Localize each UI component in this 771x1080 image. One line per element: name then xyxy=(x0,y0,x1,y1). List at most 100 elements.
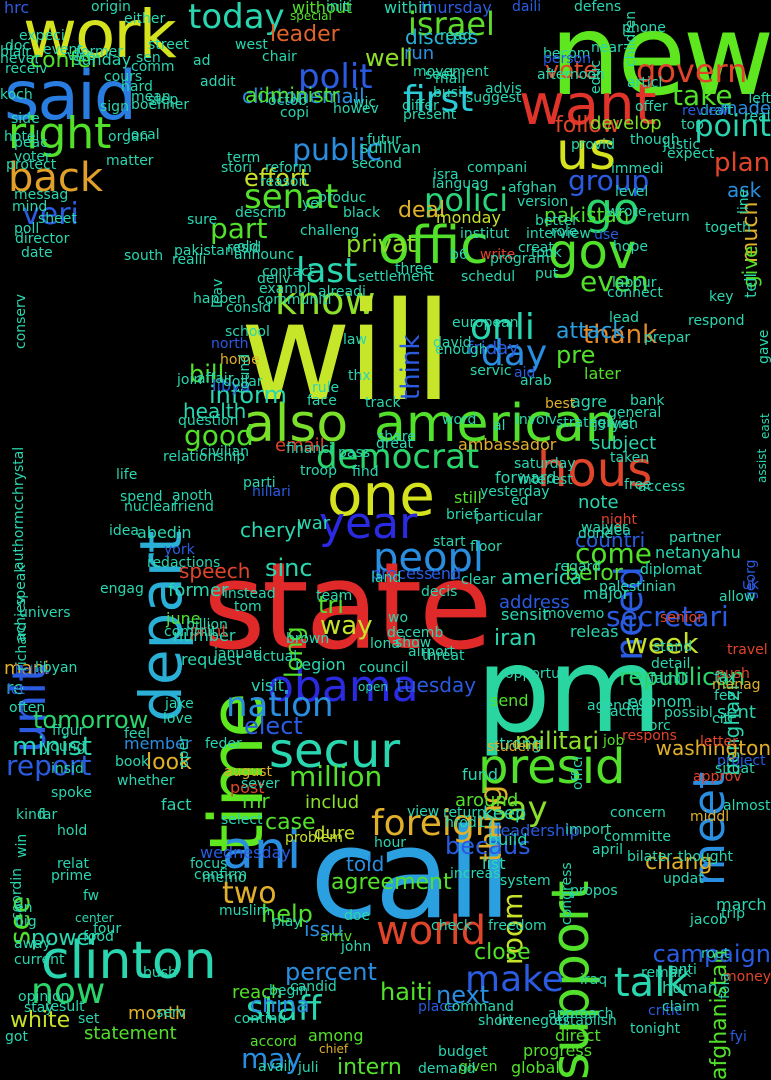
cloud-word: good xyxy=(184,419,254,452)
cloud-word: compani xyxy=(467,160,528,176)
cloud-word: law xyxy=(343,332,367,348)
cloud-word: thought xyxy=(678,849,734,865)
cloud-word: north xyxy=(211,336,249,352)
cloud-word: join xyxy=(177,372,203,388)
cloud-word: sinc xyxy=(265,554,313,582)
cloud-word: process xyxy=(371,564,433,583)
cloud-word: win xyxy=(14,833,30,859)
cloud-word: hotel xyxy=(4,129,40,145)
cloud-word: sunday xyxy=(73,50,132,69)
cloud-word: love xyxy=(163,711,193,727)
cloud-word: york xyxy=(164,542,195,558)
cloud-word: libyan xyxy=(35,660,78,676)
cloud-word: updat xyxy=(663,871,704,887)
cloud-word: statement xyxy=(84,1023,177,1044)
cloud-word: messag xyxy=(14,187,69,203)
cloud-word: term xyxy=(227,150,261,166)
cloud-word: current xyxy=(14,952,65,968)
cloud-word: march xyxy=(716,895,767,914)
cloud-word: number xyxy=(173,626,236,645)
cloud-word: doe xyxy=(344,908,371,924)
cloud-word: yet xyxy=(612,417,635,433)
cloud-word: white xyxy=(10,1008,71,1033)
cloud-word: result xyxy=(45,999,85,1015)
cloud-word: forward xyxy=(495,468,557,487)
cloud-word: next xyxy=(436,981,490,1009)
cloud-word: friday xyxy=(467,338,519,359)
cloud-word: floor xyxy=(470,539,502,555)
cloud-word: peopl xyxy=(373,535,484,581)
cloud-word: ani xyxy=(222,821,302,881)
cloud-word: spend xyxy=(120,489,163,505)
cloud-word: aid xyxy=(514,365,536,381)
cloud-word: tomorrow xyxy=(33,706,149,734)
cloud-word: system xyxy=(500,873,551,889)
cloud-word: voter xyxy=(14,149,51,165)
cloud-word: south xyxy=(124,248,164,264)
cloud-word: presid xyxy=(478,739,626,795)
cloud-word: china xyxy=(250,993,310,1018)
cloud-word: sever xyxy=(241,776,280,792)
cloud-word: billion xyxy=(186,617,228,633)
cloud-word: wjc xyxy=(353,95,377,111)
cloud-word: june xyxy=(166,609,201,628)
cloud-word: suggest xyxy=(466,90,522,106)
cloud-word: intern xyxy=(337,1055,402,1080)
cloud-word: strategi xyxy=(556,415,610,431)
cloud-word: best xyxy=(545,396,576,412)
cloud-word: obama xyxy=(267,661,419,712)
cloud-word: made xyxy=(719,98,771,119)
cloud-word: daili xyxy=(512,0,542,15)
cloud-word: abedin xyxy=(137,523,192,542)
cloud-word: today xyxy=(188,0,285,37)
cloud-word: blair xyxy=(0,44,32,60)
cloud-word: tuesday xyxy=(396,673,477,697)
cloud-word: affair xyxy=(197,371,234,387)
cloud-word: cheryl xyxy=(240,518,302,542)
cloud-word: john xyxy=(341,939,372,955)
cloud-word: involv xyxy=(515,412,557,428)
cloud-word: post xyxy=(230,778,265,797)
cloud-word: prime xyxy=(51,868,92,884)
cloud-word: wednesday xyxy=(200,843,291,862)
cloud-word: attack xyxy=(556,319,626,344)
cloud-word: focus xyxy=(190,856,228,872)
cloud-word: public xyxy=(292,133,383,168)
cloud-word: hold xyxy=(57,823,88,839)
cloud-word: middl xyxy=(690,809,730,825)
cloud-word: agre xyxy=(571,392,608,411)
cloud-word: council xyxy=(359,660,409,676)
cloud-word: relationship xyxy=(163,449,246,465)
cloud-word: later xyxy=(584,364,621,383)
cloud-word: back xyxy=(8,155,104,201)
cloud-word: among xyxy=(308,1026,364,1045)
cloud-word: jewish xyxy=(594,416,639,432)
cloud-word: power xyxy=(31,926,99,951)
cloud-word: day xyxy=(481,333,548,374)
cloud-word: note xyxy=(578,492,619,513)
cloud-word: particular xyxy=(475,509,543,525)
cloud-word: plan xyxy=(714,148,771,178)
cloud-word: local xyxy=(127,127,160,143)
cloud-word: diplomat xyxy=(640,562,702,578)
cloud-word: minist xyxy=(12,732,92,762)
cloud-word: write xyxy=(480,247,516,263)
cloud-word: movemo xyxy=(543,606,605,622)
cloud-word: help xyxy=(261,900,313,928)
cloud-word: pass xyxy=(338,445,371,461)
cloud-word: origin xyxy=(91,0,131,15)
cloud-word: regard xyxy=(555,559,601,575)
cloud-word: opinion xyxy=(18,989,70,1005)
cloud-word: issu xyxy=(304,917,344,941)
cloud-word: candid xyxy=(290,979,337,995)
cloud-word: former xyxy=(76,44,124,60)
cloud-word: continu xyxy=(234,1011,287,1027)
cloud-word: situat xyxy=(715,761,755,777)
cloud-word: kind xyxy=(16,807,46,823)
cloud-word: airport xyxy=(408,644,455,660)
cloud-word: may xyxy=(241,1042,303,1075)
cloud-word: reason xyxy=(260,174,308,190)
cloud-word: track xyxy=(365,395,401,411)
cloud-word: black xyxy=(343,205,381,221)
cloud-word: member xyxy=(124,734,192,753)
